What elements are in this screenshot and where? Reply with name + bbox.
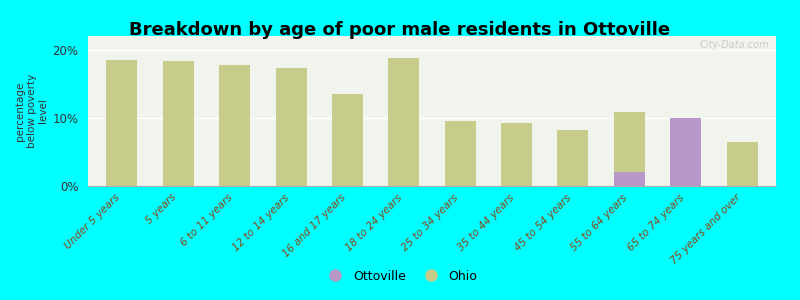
Text: City-Data.com: City-Data.com [699,40,769,50]
Bar [388,58,419,186]
Bar [219,64,250,186]
Bar [275,68,306,186]
Bar [614,112,645,186]
Bar [501,123,532,186]
Bar [670,123,702,186]
Y-axis label: percentage
below poverty
level: percentage below poverty level [15,74,48,148]
Bar [445,121,476,186]
Text: Breakdown by age of poor male residents in Ottoville: Breakdown by age of poor male residents … [130,21,670,39]
Bar [332,94,363,186]
Bar [726,142,758,186]
Bar [106,60,138,186]
Bar [162,61,194,186]
Bar [558,130,589,186]
Legend: Ottoville, Ohio: Ottoville, Ohio [318,265,482,288]
Bar [614,172,645,186]
Bar [670,118,702,186]
